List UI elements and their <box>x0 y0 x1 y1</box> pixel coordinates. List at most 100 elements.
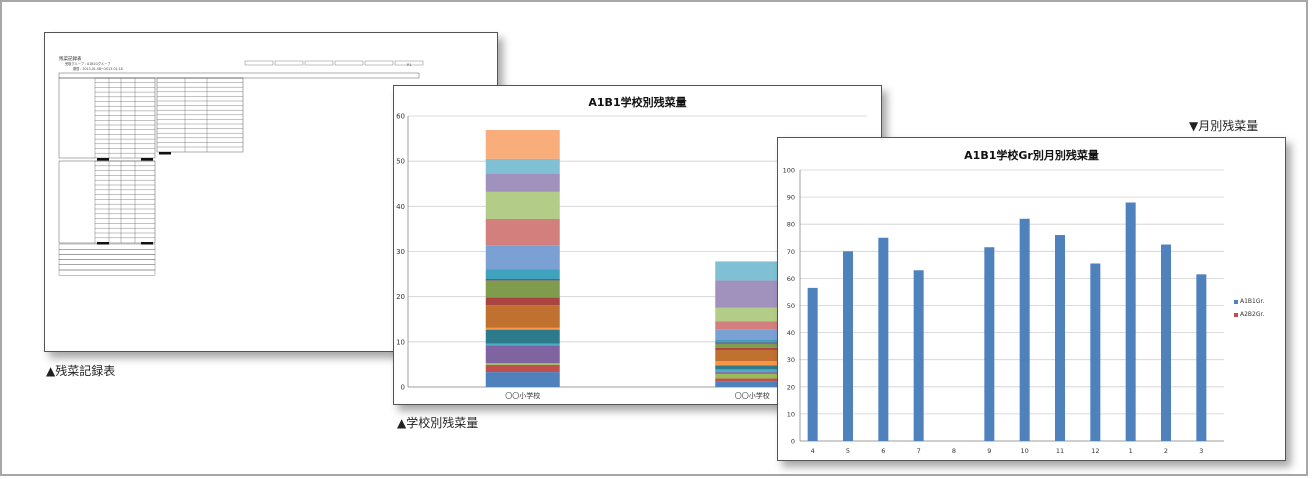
stacked-bar-segment <box>485 279 560 281</box>
stacked-bar-segment <box>485 130 560 159</box>
x-tick-label: 2 <box>1164 447 1168 455</box>
school-chart-caption: ▲学校別残菜量 <box>397 416 479 430</box>
sheet-header-cell <box>304 60 334 66</box>
month-bar <box>1090 263 1101 441</box>
legend-swatch <box>1234 299 1238 304</box>
stacked-bar-segment <box>485 245 560 270</box>
y-tick-label: 50 <box>396 158 405 166</box>
legend-label: A1B1Gr. <box>1240 298 1265 305</box>
month-bar <box>984 247 995 441</box>
x-tick-label: 11 <box>1056 447 1064 455</box>
sheet-total-bar <box>97 158 109 161</box>
stacked-bar-segment <box>485 191 560 219</box>
stacked-bar-segment <box>485 363 560 365</box>
y-tick-label: 40 <box>787 329 795 337</box>
stacked-bar-segment <box>485 305 560 328</box>
sheet-row <box>58 243 156 250</box>
month-bar <box>1019 218 1030 441</box>
school-chart-plot: 0 10 20 30 40 50 60 〇〇小学校 〇〇小学校 <box>396 113 867 400</box>
stacked-bar-segment <box>715 339 790 343</box>
stacked-bar-segment <box>485 345 560 364</box>
sheet-total-bar <box>97 242 109 245</box>
x-tick-label: 〇〇小学校 <box>735 391 770 400</box>
x-tick-label: 9 <box>987 447 991 455</box>
month-bar <box>913 270 924 441</box>
y-tick-label: 70 <box>787 248 795 256</box>
stacked-bar-segment <box>715 365 790 370</box>
legend-label: A2B2Gr. <box>1240 311 1265 318</box>
stacked-bar-segment <box>715 372 790 374</box>
sheet-block <box>58 77 156 159</box>
stacked-bar-segment <box>715 343 790 348</box>
sheet-header-cell <box>244 60 274 66</box>
stacked-bar-segment <box>485 269 560 280</box>
stacked-bar-segment <box>485 280 560 298</box>
stacked-bar-segment <box>715 307 790 322</box>
y-tick-label: 40 <box>396 203 405 211</box>
stacked-bar-segment <box>715 329 790 340</box>
stacked-bar-segment <box>715 349 790 362</box>
sheet-row <box>58 249 156 255</box>
y-tick-label: 60 <box>396 113 405 121</box>
month-bar <box>843 251 853 441</box>
stacked-bar-segment <box>485 173 560 192</box>
record-sheet-caption: ▲残菜記録表 <box>46 364 116 378</box>
stacked-bar-segment <box>715 381 790 387</box>
record-sheet-group: 受取グループ : A1B1Gグループ <box>65 61 111 66</box>
stacked-bar-segment <box>485 343 560 346</box>
y-tick-label: 20 <box>787 383 795 391</box>
stacked-bar-segment <box>485 327 560 330</box>
sheet-header-cell <box>394 60 424 66</box>
stacked-bar-segment <box>715 378 790 382</box>
sheet-row <box>58 259 156 265</box>
stacked-bar-segment <box>485 158 560 174</box>
stacked-bar-segment <box>715 261 790 281</box>
sheet-total-bar <box>141 158 153 161</box>
x-tick-label: 10 <box>1021 447 1029 455</box>
month-bar <box>807 287 818 441</box>
sheet-total-bar <box>141 242 153 245</box>
stacked-bar-segment <box>715 361 790 366</box>
stacked-bar-segment <box>715 342 790 344</box>
y-tick-label: 30 <box>787 356 795 364</box>
month-bar <box>1055 235 1065 441</box>
sheet-header-row <box>58 72 420 79</box>
month-chart-caption: ▼月別残菜量 <box>1189 119 1259 133</box>
stacked-bar-segment <box>715 369 790 373</box>
stacked-bar-segment <box>485 297 560 306</box>
sheet-header-cell <box>334 60 364 66</box>
school-chart-title: A1B1学校別残菜量 <box>588 96 687 109</box>
sheet-header-cell <box>274 60 304 66</box>
y-tick-label: 100 <box>783 167 795 175</box>
stacked-bar-segment <box>485 329 560 344</box>
legend-item: A2B2Gr. <box>1234 311 1264 318</box>
stacked-bar-segment <box>715 280 790 308</box>
month-bar <box>878 237 889 441</box>
legend-item: A1B1Gr. <box>1234 298 1264 305</box>
stacked-bar-segment <box>485 372 560 387</box>
stacked-bar-segment <box>715 373 790 379</box>
x-tick-label: 8 <box>952 447 956 455</box>
y-tick-label: 0 <box>791 438 795 446</box>
stacked-bar-segment <box>715 347 790 350</box>
x-tick-label: 5 <box>846 447 850 455</box>
y-tick-label: 20 <box>396 293 405 301</box>
month-chart-title: A1B1学校Gr別月別残菜量 <box>964 149 1099 162</box>
record-sheet-grid <box>58 60 424 276</box>
month-bar <box>1125 202 1136 441</box>
sheet-row <box>58 254 156 260</box>
x-tick-label: 1 <box>1129 447 1133 455</box>
record-sheet-title: 残菜記録表 <box>59 55 82 62</box>
sheet-row <box>58 269 156 276</box>
record-sheet-period: 期間 : 2013-01-08～2013-01-18 <box>73 66 123 71</box>
stacked-bar-segment <box>485 364 560 373</box>
x-tick-label: 12 <box>1091 447 1099 455</box>
stacked-bar-segment <box>485 218 560 246</box>
x-tick-label: 4 <box>811 447 815 455</box>
y-tick-label: 10 <box>787 410 795 418</box>
sheet-block <box>58 160 156 244</box>
y-tick-label: 90 <box>787 194 795 202</box>
y-tick-label: 10 <box>396 338 405 346</box>
month-bar <box>1161 244 1171 441</box>
